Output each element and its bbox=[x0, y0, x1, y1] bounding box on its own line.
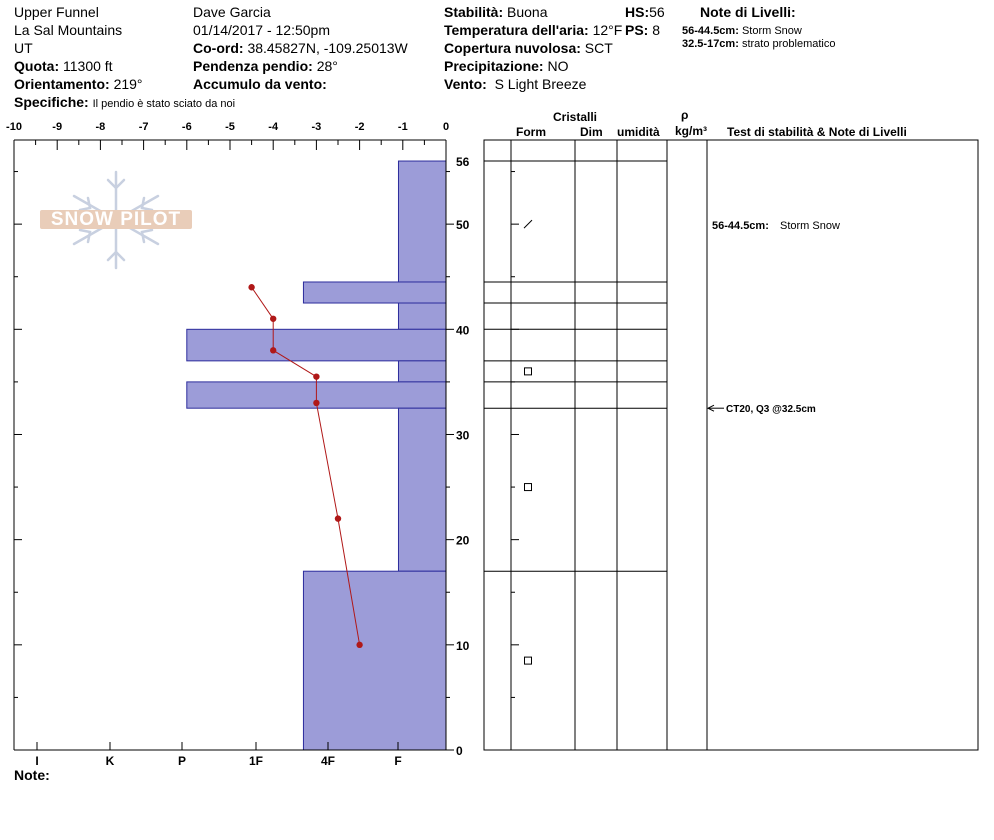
table-layer-note-text: Storm Snow bbox=[780, 220, 840, 232]
temp-tick-label: 0 bbox=[443, 121, 449, 133]
notes-label: Note: bbox=[14, 767, 50, 783]
observation-datetime: 01/14/2017 - 12:50pm bbox=[193, 22, 330, 38]
depth-tick-label: 20 bbox=[456, 534, 470, 548]
hardness-bar bbox=[397, 360, 447, 383]
wind-value: S Light Breeze bbox=[494, 76, 587, 92]
temp-tick-label: -10 bbox=[6, 121, 22, 133]
wind-label: Vento: bbox=[444, 76, 487, 92]
grain-form-symbol bbox=[524, 656, 532, 665]
layer-notes-title: Note di Livelli: bbox=[700, 4, 796, 20]
hs-value: 56 bbox=[649, 4, 665, 20]
depth-tick-label: 50 bbox=[456, 218, 470, 232]
hardness-bar bbox=[186, 328, 447, 362]
temp-tick-label: -2 bbox=[355, 121, 365, 133]
crystals-header: Cristalli bbox=[553, 110, 598, 124]
snowflake-icon bbox=[40, 170, 192, 270]
hardness-bar bbox=[397, 407, 447, 572]
tests-header: Test di stabilità & Note di Livelli bbox=[727, 125, 907, 139]
chart-frame bbox=[13, 139, 447, 751]
depth-tick-label: 0 bbox=[456, 744, 463, 758]
layer-note-range: 56-44.5cm: bbox=[682, 25, 739, 37]
temperature-profile bbox=[248, 284, 363, 649]
ps-value: 8 bbox=[652, 22, 661, 38]
temperature-point bbox=[313, 399, 320, 407]
depth-tick-label: 40 bbox=[456, 323, 470, 337]
temp-tick-label: -4 bbox=[268, 121, 279, 133]
hardness-tick-label: F bbox=[394, 754, 401, 768]
temp-tick-label: -8 bbox=[96, 121, 106, 133]
specifics-label: Specifiche: bbox=[14, 94, 89, 110]
hardness-bar bbox=[397, 302, 447, 330]
hardness-tick-label: K bbox=[106, 754, 115, 768]
coord-value: 38.45827N, -109.25013W bbox=[247, 40, 408, 56]
table-layer-note-range: 56-44.5cm: bbox=[712, 220, 769, 232]
state: UT bbox=[14, 40, 33, 56]
slope-label: Pendenza pendio: bbox=[193, 58, 313, 74]
density-unit: kg/m³ bbox=[675, 124, 708, 138]
hardness-tick-label: P bbox=[178, 754, 186, 768]
temp-tick-label: -7 bbox=[139, 121, 149, 133]
temp-tick-label: -1 bbox=[398, 121, 408, 133]
temp-tick-label: -3 bbox=[312, 121, 322, 133]
temp-tick-label: -9 bbox=[52, 121, 62, 133]
elevation-label: Quota: bbox=[14, 58, 60, 74]
stability-value: Buona bbox=[507, 4, 548, 20]
depth-tick-label: 56 bbox=[456, 155, 470, 169]
temperature-point bbox=[313, 373, 320, 380]
sky-cover-value: SCT bbox=[584, 40, 613, 56]
grain-form-symbol bbox=[523, 219, 533, 229]
air-temp-label: Temperatura dell'aria: bbox=[444, 22, 589, 38]
snowpilot-logo: SNOW PILOT bbox=[38, 170, 194, 270]
hardness-tick-label: 4F bbox=[321, 754, 335, 768]
hardness-bar bbox=[302, 570, 447, 751]
layer-note-range: 32.5-17cm: bbox=[682, 38, 739, 50]
mountain-range: La Sal Mountains bbox=[14, 22, 123, 38]
stability-test-result: CT20, Q3 @32.5cm bbox=[726, 404, 816, 415]
temp-tick-label: -6 bbox=[182, 121, 192, 133]
ps-label: PS: bbox=[625, 22, 649, 38]
hardness-bar bbox=[397, 160, 447, 283]
precipitation-value: NO bbox=[547, 58, 569, 74]
layer-note-text: Storm Snow bbox=[741, 25, 802, 37]
hardness-bar bbox=[302, 281, 447, 304]
specifics-value: Il pendio è stato sciato da noi bbox=[92, 98, 236, 110]
layer-table: 56-44.5cm: Storm Snow CT20, Q3 @32.5cm bbox=[483, 139, 979, 751]
hardness-tick-label: 1F bbox=[249, 754, 263, 768]
temperature-point bbox=[270, 315, 277, 322]
grain-form-symbol bbox=[524, 483, 532, 492]
hs-label: HS: bbox=[625, 4, 650, 20]
elevation-value: 11300 ft bbox=[63, 58, 113, 74]
precipitation-label: Precipitazione: bbox=[444, 58, 544, 74]
depth-tick-label: 10 bbox=[456, 639, 470, 653]
form-header: Form bbox=[516, 125, 546, 139]
hardness-tick-label: I bbox=[35, 754, 38, 768]
hardness-bars bbox=[186, 160, 447, 751]
air-temp-value: 12°F bbox=[592, 22, 623, 38]
slope-value: 28° bbox=[316, 58, 338, 74]
wind-load-label: Accumulo da vento: bbox=[193, 76, 327, 92]
observer-name: Dave Garcia bbox=[193, 4, 271, 20]
size-header: Dim bbox=[580, 125, 603, 139]
temperature-point bbox=[270, 347, 277, 354]
logo-text: SNOW PILOT bbox=[50, 209, 182, 230]
grain-form-symbol bbox=[524, 367, 532, 376]
location-name: Upper Funnel bbox=[14, 4, 99, 20]
depth-tick-label: 30 bbox=[456, 428, 470, 442]
moisture-header: umidità bbox=[617, 125, 660, 139]
temp-tick-label: -5 bbox=[225, 121, 235, 133]
test-arrow-head bbox=[706, 404, 715, 412]
temperature-point bbox=[356, 641, 363, 649]
temperature-point bbox=[334, 515, 342, 522]
stability-label: Stabilità: bbox=[444, 4, 504, 20]
density-symbol: ρ bbox=[681, 108, 689, 122]
aspect-label: Orientamento: bbox=[14, 76, 110, 92]
coord-label: Co-ord: bbox=[193, 40, 244, 56]
table-frame bbox=[483, 139, 979, 751]
layer-note-text: strato problematico bbox=[741, 38, 836, 50]
aspect-value: 219° bbox=[113, 76, 143, 92]
temperature-point bbox=[248, 284, 255, 291]
sky-cover-label: Copertura nuvolosa: bbox=[444, 40, 581, 56]
